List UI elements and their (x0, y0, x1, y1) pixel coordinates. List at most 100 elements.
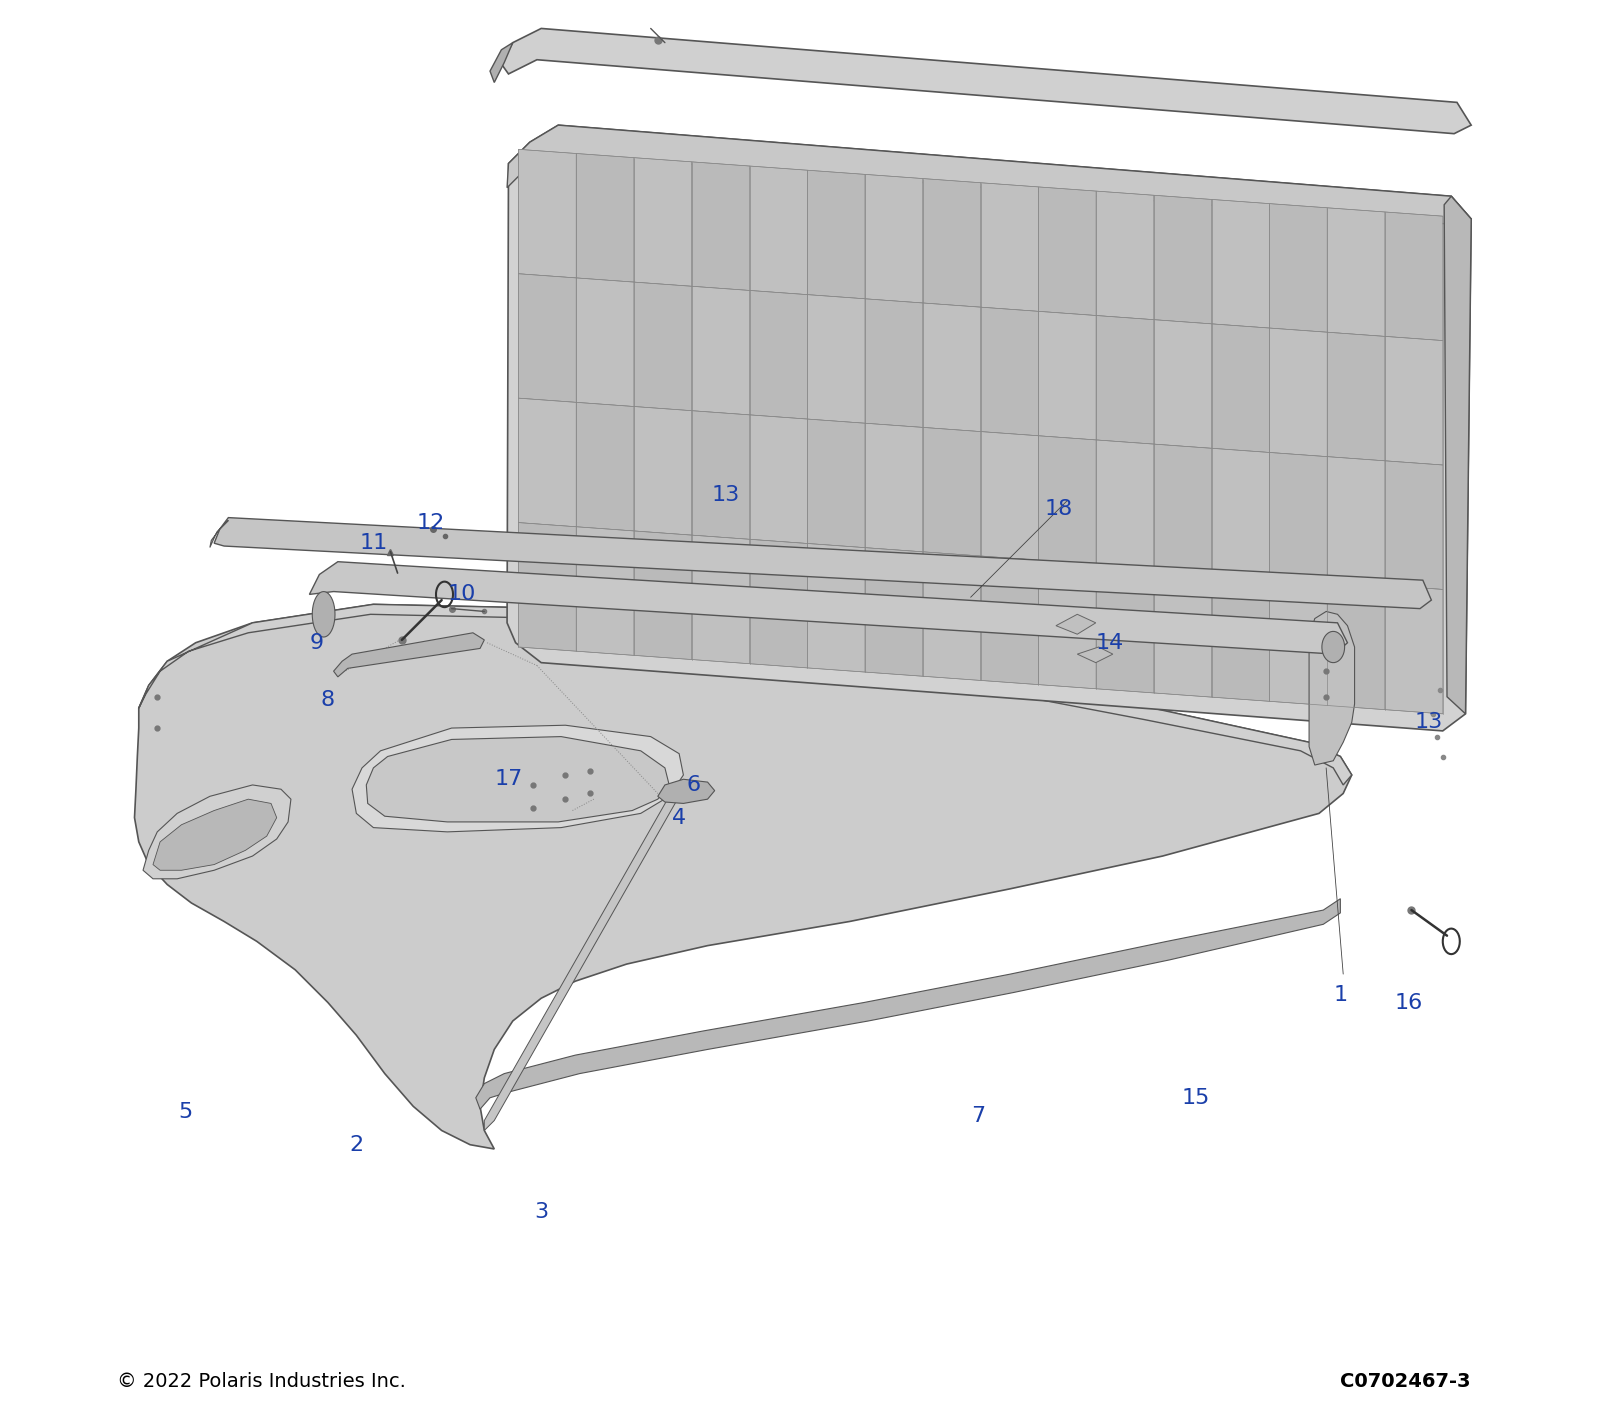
Polygon shape (808, 543, 866, 673)
Polygon shape (142, 785, 291, 879)
Polygon shape (749, 539, 808, 668)
Polygon shape (1096, 439, 1154, 569)
Polygon shape (485, 796, 678, 1130)
Polygon shape (981, 432, 1038, 560)
Polygon shape (1269, 452, 1328, 582)
Text: © 2022 Polaris Industries Inc.: © 2022 Polaris Industries Inc. (117, 1372, 406, 1391)
Polygon shape (210, 520, 229, 547)
Text: 6: 6 (686, 775, 701, 795)
Polygon shape (139, 604, 1352, 785)
Polygon shape (749, 415, 808, 543)
Polygon shape (309, 562, 1347, 654)
Polygon shape (518, 149, 576, 277)
Polygon shape (1154, 320, 1211, 448)
Polygon shape (1328, 456, 1386, 586)
Polygon shape (808, 171, 866, 299)
Polygon shape (507, 125, 1470, 731)
Polygon shape (658, 779, 715, 803)
Polygon shape (1211, 324, 1269, 452)
Polygon shape (312, 592, 334, 637)
Polygon shape (490, 43, 512, 82)
Polygon shape (981, 183, 1038, 311)
Text: 16: 16 (1395, 993, 1422, 1012)
Polygon shape (1038, 311, 1096, 439)
Polygon shape (866, 175, 923, 303)
Text: 13: 13 (712, 485, 741, 505)
Polygon shape (501, 28, 1470, 134)
Polygon shape (333, 633, 485, 677)
Polygon shape (691, 162, 749, 290)
Polygon shape (1328, 582, 1386, 710)
Text: 17: 17 (494, 769, 523, 789)
Polygon shape (691, 535, 749, 664)
Polygon shape (634, 530, 691, 660)
Polygon shape (923, 303, 981, 432)
Polygon shape (1038, 186, 1096, 316)
Polygon shape (518, 398, 576, 526)
Polygon shape (1269, 577, 1328, 705)
Polygon shape (923, 552, 981, 680)
Polygon shape (475, 899, 1341, 1109)
Polygon shape (1386, 212, 1443, 340)
Polygon shape (518, 522, 576, 651)
Polygon shape (154, 799, 277, 870)
Polygon shape (1038, 560, 1096, 688)
Polygon shape (749, 166, 808, 294)
Polygon shape (1211, 573, 1269, 701)
Polygon shape (1096, 316, 1154, 444)
Polygon shape (1038, 435, 1096, 565)
Polygon shape (1322, 631, 1344, 663)
Polygon shape (866, 547, 923, 677)
Polygon shape (866, 424, 923, 552)
Polygon shape (1211, 448, 1269, 577)
Text: 2: 2 (349, 1135, 363, 1155)
Polygon shape (808, 419, 866, 547)
Text: 4: 4 (672, 808, 686, 828)
Text: 15: 15 (1181, 1088, 1210, 1108)
Text: C0702467-3: C0702467-3 (1341, 1372, 1470, 1391)
Text: 5: 5 (179, 1102, 194, 1122)
Polygon shape (1328, 208, 1386, 337)
Polygon shape (1096, 565, 1154, 693)
Polygon shape (634, 282, 691, 411)
Text: 3: 3 (534, 1202, 549, 1221)
Polygon shape (1056, 614, 1096, 634)
Polygon shape (808, 294, 866, 424)
Text: 14: 14 (1096, 633, 1125, 653)
Polygon shape (507, 125, 1470, 225)
Polygon shape (1328, 333, 1386, 461)
Polygon shape (866, 299, 923, 428)
Polygon shape (1077, 647, 1114, 663)
Polygon shape (576, 277, 634, 407)
Text: 9: 9 (309, 633, 323, 653)
Polygon shape (1269, 203, 1328, 333)
Text: 10: 10 (448, 584, 475, 604)
Polygon shape (576, 526, 634, 656)
Text: 1: 1 (1333, 985, 1347, 1005)
Polygon shape (749, 290, 808, 419)
Polygon shape (518, 273, 576, 402)
Polygon shape (1386, 337, 1443, 465)
Polygon shape (1154, 444, 1211, 573)
Polygon shape (1386, 461, 1443, 589)
Polygon shape (1445, 196, 1470, 714)
Polygon shape (1096, 191, 1154, 320)
Polygon shape (576, 154, 634, 282)
Polygon shape (134, 604, 1352, 1149)
Polygon shape (634, 158, 691, 286)
Text: 11: 11 (360, 533, 387, 553)
Polygon shape (981, 307, 1038, 435)
Polygon shape (691, 411, 749, 539)
Polygon shape (1386, 586, 1443, 714)
Polygon shape (1154, 569, 1211, 697)
Polygon shape (981, 556, 1038, 684)
Polygon shape (923, 428, 981, 556)
Text: 8: 8 (322, 690, 334, 710)
Text: 13: 13 (1414, 712, 1443, 732)
Polygon shape (576, 402, 634, 530)
Polygon shape (214, 518, 1432, 609)
Polygon shape (1211, 199, 1269, 328)
Text: 12: 12 (416, 513, 445, 533)
Polygon shape (923, 179, 981, 307)
Polygon shape (691, 286, 749, 415)
